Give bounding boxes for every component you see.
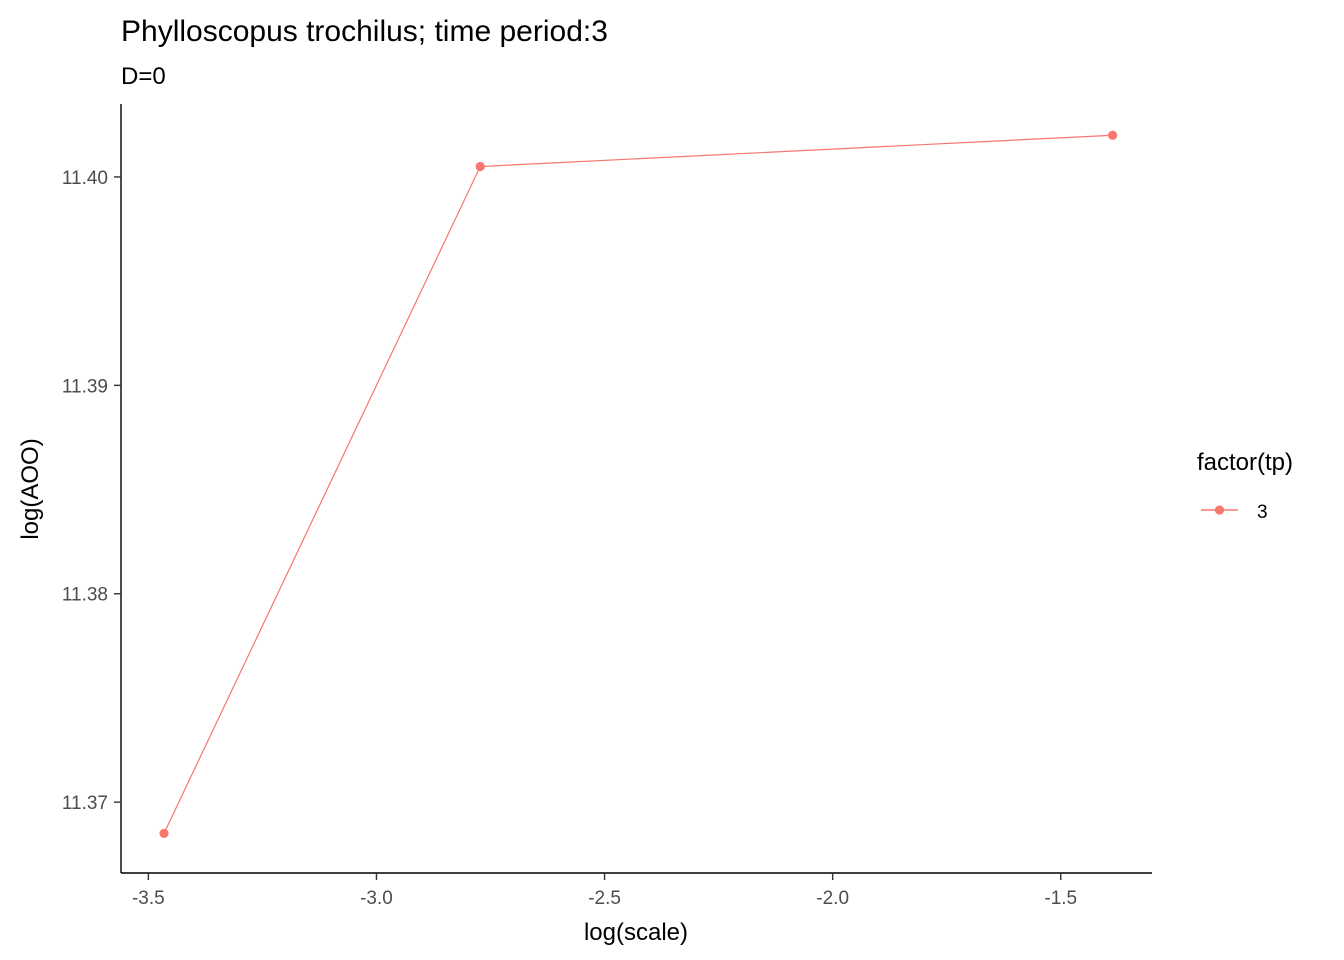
y-tick-label: 11.38 (62, 585, 108, 606)
x-axis-title: log(scale) (584, 919, 688, 946)
series-layer (159, 130, 1118, 839)
series-line (163, 134, 1113, 834)
plot-panel: -3.5 -3.0 -2.5 -2.0 -1.5 11.37 11.38 11.39 11.4… (62, 104, 1152, 909)
y-tick-label: 11.40 (62, 168, 108, 189)
legend-title: factor(tp) (1197, 449, 1293, 476)
x-tick-label: -3.0 (360, 888, 393, 909)
x-tick-label: -3.5 (132, 888, 165, 909)
chart-subtitle: D=0 (121, 63, 166, 90)
x-tick-label: -1.5 (1044, 888, 1077, 909)
y-tick-label: 11.39 (62, 376, 108, 397)
y-axis-title: log(AOO) (17, 438, 44, 539)
chart-title: Phylloscopus trochilus; time period:3 (121, 15, 608, 48)
x-tick-label: -2.5 (588, 888, 621, 909)
legend: factor(tp) 3 (1197, 449, 1293, 523)
legend-label: 3 (1257, 502, 1268, 523)
x-tick-label: -2.0 (816, 888, 849, 909)
data-point (159, 828, 169, 839)
data-point (475, 161, 485, 172)
legend-keys: 3 (1201, 502, 1268, 523)
data-point (1108, 130, 1118, 140)
y-ticks: 11.37 11.38 11.39 11.40 (62, 168, 121, 814)
x-ticks: -3.5 -3.0 -2.5 -2.0 -1.5 (132, 873, 1077, 909)
legend-key-point (1214, 505, 1225, 515)
y-tick-label: 11.37 (62, 793, 108, 814)
